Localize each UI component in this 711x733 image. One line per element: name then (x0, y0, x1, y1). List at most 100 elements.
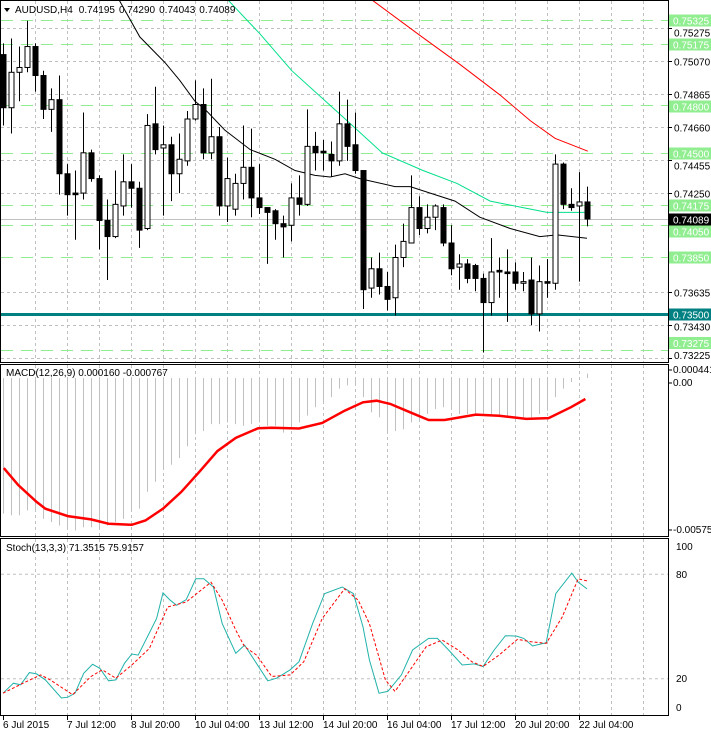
candle-body (88, 152, 95, 180)
candle-body (328, 153, 335, 162)
bull-candle (80, 112, 87, 200)
candle-body (0, 54, 7, 109)
level-label-box (669, 14, 711, 27)
candle-body (8, 71, 15, 109)
time-tick-label: 7 Jul 12:00 (67, 720, 116, 731)
bear-candle (464, 259, 471, 284)
candle-body (288, 197, 295, 226)
current-price-label: 0.74089 (673, 216, 710, 227)
level-label-box (669, 147, 711, 160)
bear-candle (96, 175, 103, 250)
candle-body (224, 178, 231, 207)
bear-candle (376, 252, 383, 295)
candle-body (256, 197, 263, 209)
bear-candle (0, 43, 7, 126)
bear-candle (440, 204, 447, 247)
price-tick-label: 0.73430 (674, 323, 711, 334)
bull-candle (240, 125, 247, 200)
macd-tick-label: 0.000441 (673, 365, 711, 376)
candle-body (16, 66, 23, 73)
bull-candle (336, 91, 343, 166)
bull-candle (8, 38, 15, 134)
bear-candle (40, 70, 47, 120)
current-price-box (669, 213, 711, 226)
candle-body (552, 163, 559, 284)
candle-body (472, 265, 479, 279)
candle-body (568, 203, 575, 209)
price-tick-label: 0.74250 (674, 190, 711, 201)
level-label-box (669, 38, 711, 51)
candle-body (384, 285, 391, 300)
bull-candle (48, 88, 55, 132)
bear-candle (104, 199, 111, 281)
candle-body (544, 281, 551, 284)
candle-body (312, 145, 319, 154)
time-tick-label: 14 Jul 20:00 (323, 720, 378, 731)
stoch-tick-label: 0 (676, 703, 682, 714)
bull-candle (392, 244, 399, 316)
bear-candle (544, 259, 551, 298)
bull-candle (176, 133, 183, 194)
bear-candle (344, 99, 351, 161)
bear-candle (560, 162, 567, 210)
candle-body (96, 178, 103, 221)
bear-candle (168, 136, 175, 202)
stoch-signal-line (2, 578, 588, 696)
candle-body (336, 123, 343, 162)
candle-body (176, 158, 183, 175)
macd-tick-label: 0.00 (673, 378, 693, 389)
bear-candle (584, 186, 591, 227)
candle-body (24, 46, 31, 68)
level-label: 0.74500 (673, 150, 710, 161)
bear-candle (312, 131, 319, 171)
candle-body (584, 201, 591, 220)
stoch-title: Stoch(13,3,3) 71.3515 75.9157 (6, 543, 144, 554)
candle-body (264, 207, 271, 213)
bear-candle (56, 75, 63, 195)
macd-title: MACD(12,26,9) 0.000160 -0.000767 (6, 368, 168, 379)
bull-candle (288, 183, 295, 242)
price-tick-label: 0.73225 (674, 351, 711, 362)
candle-body (496, 269, 503, 273)
time-tick-label: 20 Jul 20:00 (515, 720, 570, 731)
candle-body (344, 123, 351, 147)
bear-candle (272, 209, 279, 240)
price-tick-label: 0.73635 (674, 289, 711, 300)
candle-body (464, 263, 471, 279)
candle-body (488, 271, 495, 304)
bear-candle (320, 139, 327, 171)
stoch-tick-label: 100 (676, 542, 693, 553)
bull-candle (552, 154, 559, 290)
level-label: 0.75175 (673, 41, 710, 52)
bear-candle (328, 141, 335, 177)
level-label-box (669, 308, 711, 321)
bear-candle (352, 112, 359, 174)
bear-candle (136, 181, 143, 248)
candle-body (432, 205, 439, 218)
candle-body (144, 124, 151, 230)
candle-body (184, 118, 191, 162)
candle-body (480, 277, 487, 304)
bear-candle (512, 262, 519, 290)
triangle-down-icon[interactable] (4, 8, 10, 12)
bull-candle (368, 257, 375, 298)
time-tick-label: 22 Jul 04:00 (579, 720, 634, 731)
candle-body (32, 46, 39, 77)
bull-candle (208, 78, 215, 160)
level-label-box (669, 337, 711, 349)
candle-body (80, 152, 87, 194)
stoch-tick-label: 20 (676, 674, 688, 685)
candle-body (576, 201, 583, 207)
bull-candle (536, 265, 543, 332)
bear-candle (448, 225, 455, 276)
stoch-panel-border (0, 538, 669, 716)
level-label-box (669, 100, 711, 113)
bear-candle (280, 215, 287, 258)
bear-candle (360, 170, 367, 310)
level-label: 0.74800 (673, 103, 710, 114)
bear-candle (472, 263, 479, 292)
level-label-box (669, 225, 711, 238)
candle-body (504, 271, 511, 275)
bear-candle (64, 164, 71, 216)
